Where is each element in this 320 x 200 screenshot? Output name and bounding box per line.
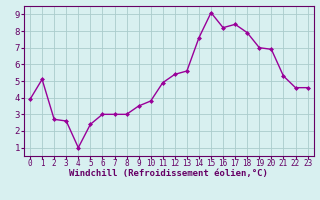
X-axis label: Windchill (Refroidissement éolien,°C): Windchill (Refroidissement éolien,°C) [69, 169, 268, 178]
